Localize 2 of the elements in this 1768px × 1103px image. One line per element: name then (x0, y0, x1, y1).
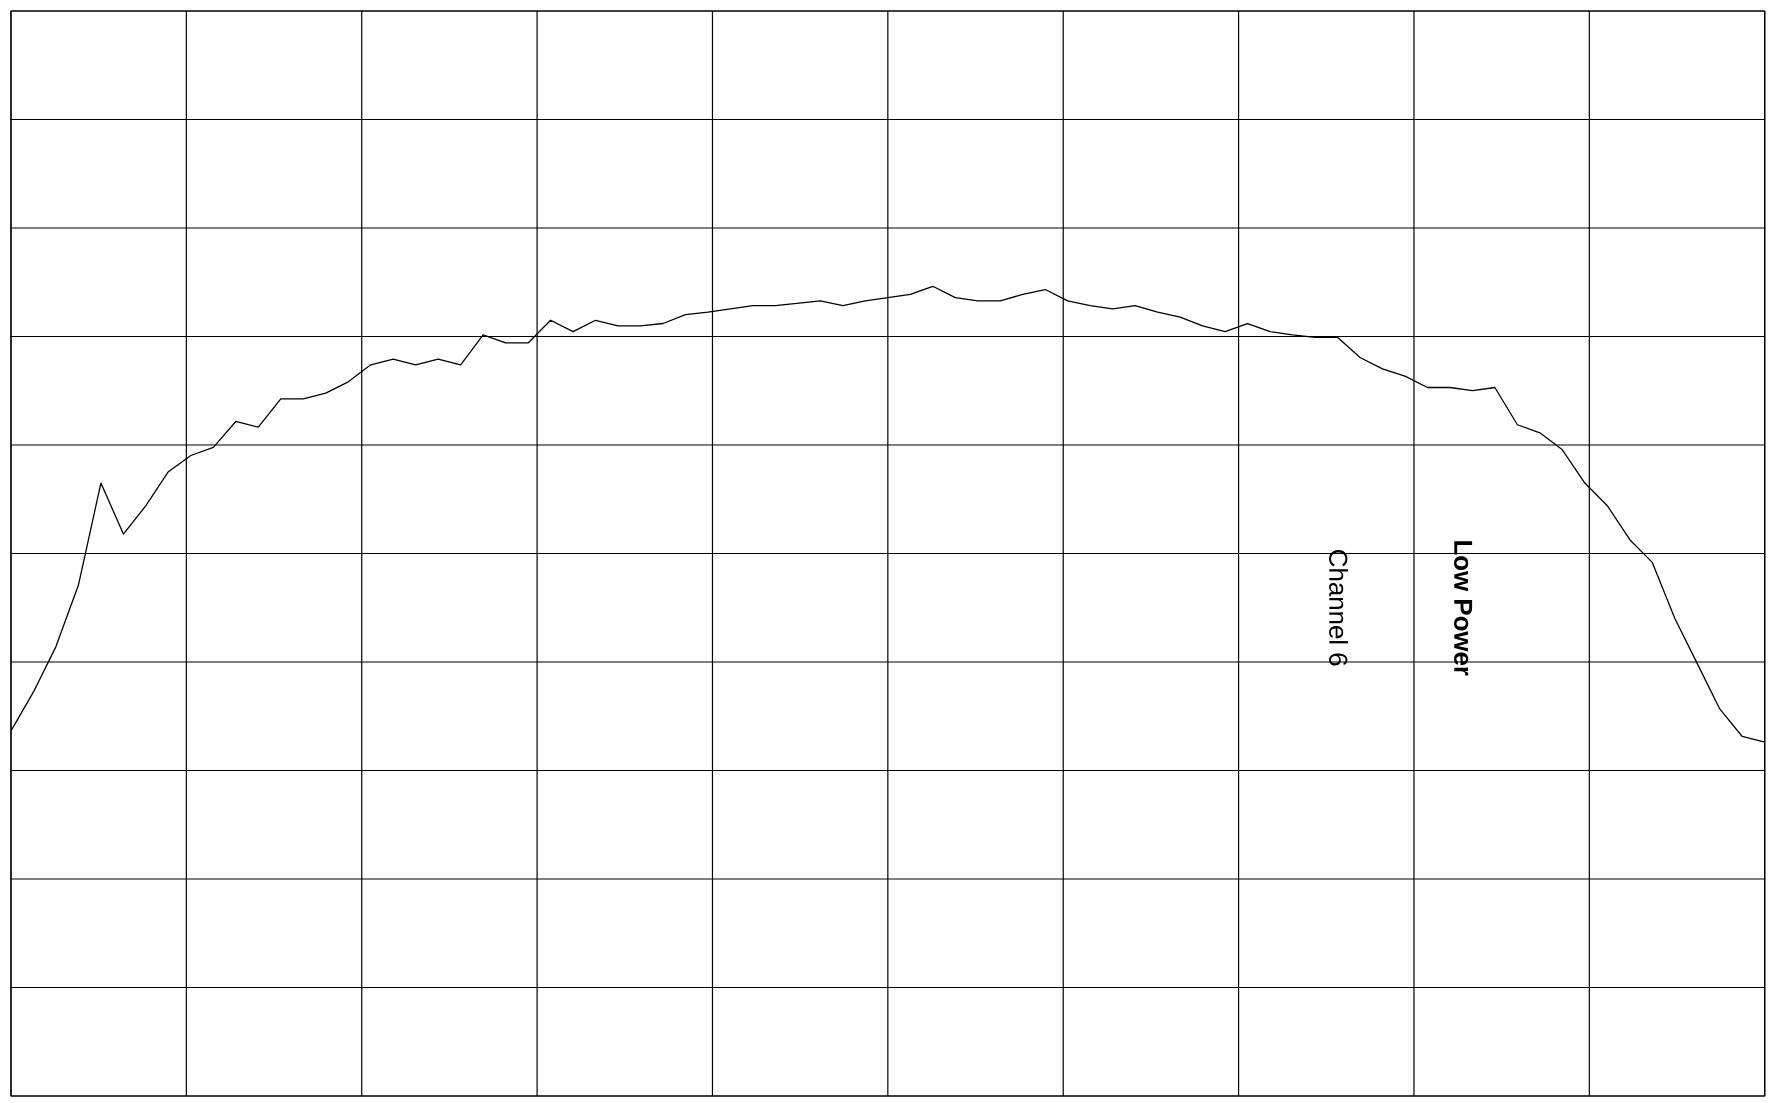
annotation: Low Power (1454, 541, 1473, 676)
annotation: Channel 6 (1329, 550, 1349, 666)
